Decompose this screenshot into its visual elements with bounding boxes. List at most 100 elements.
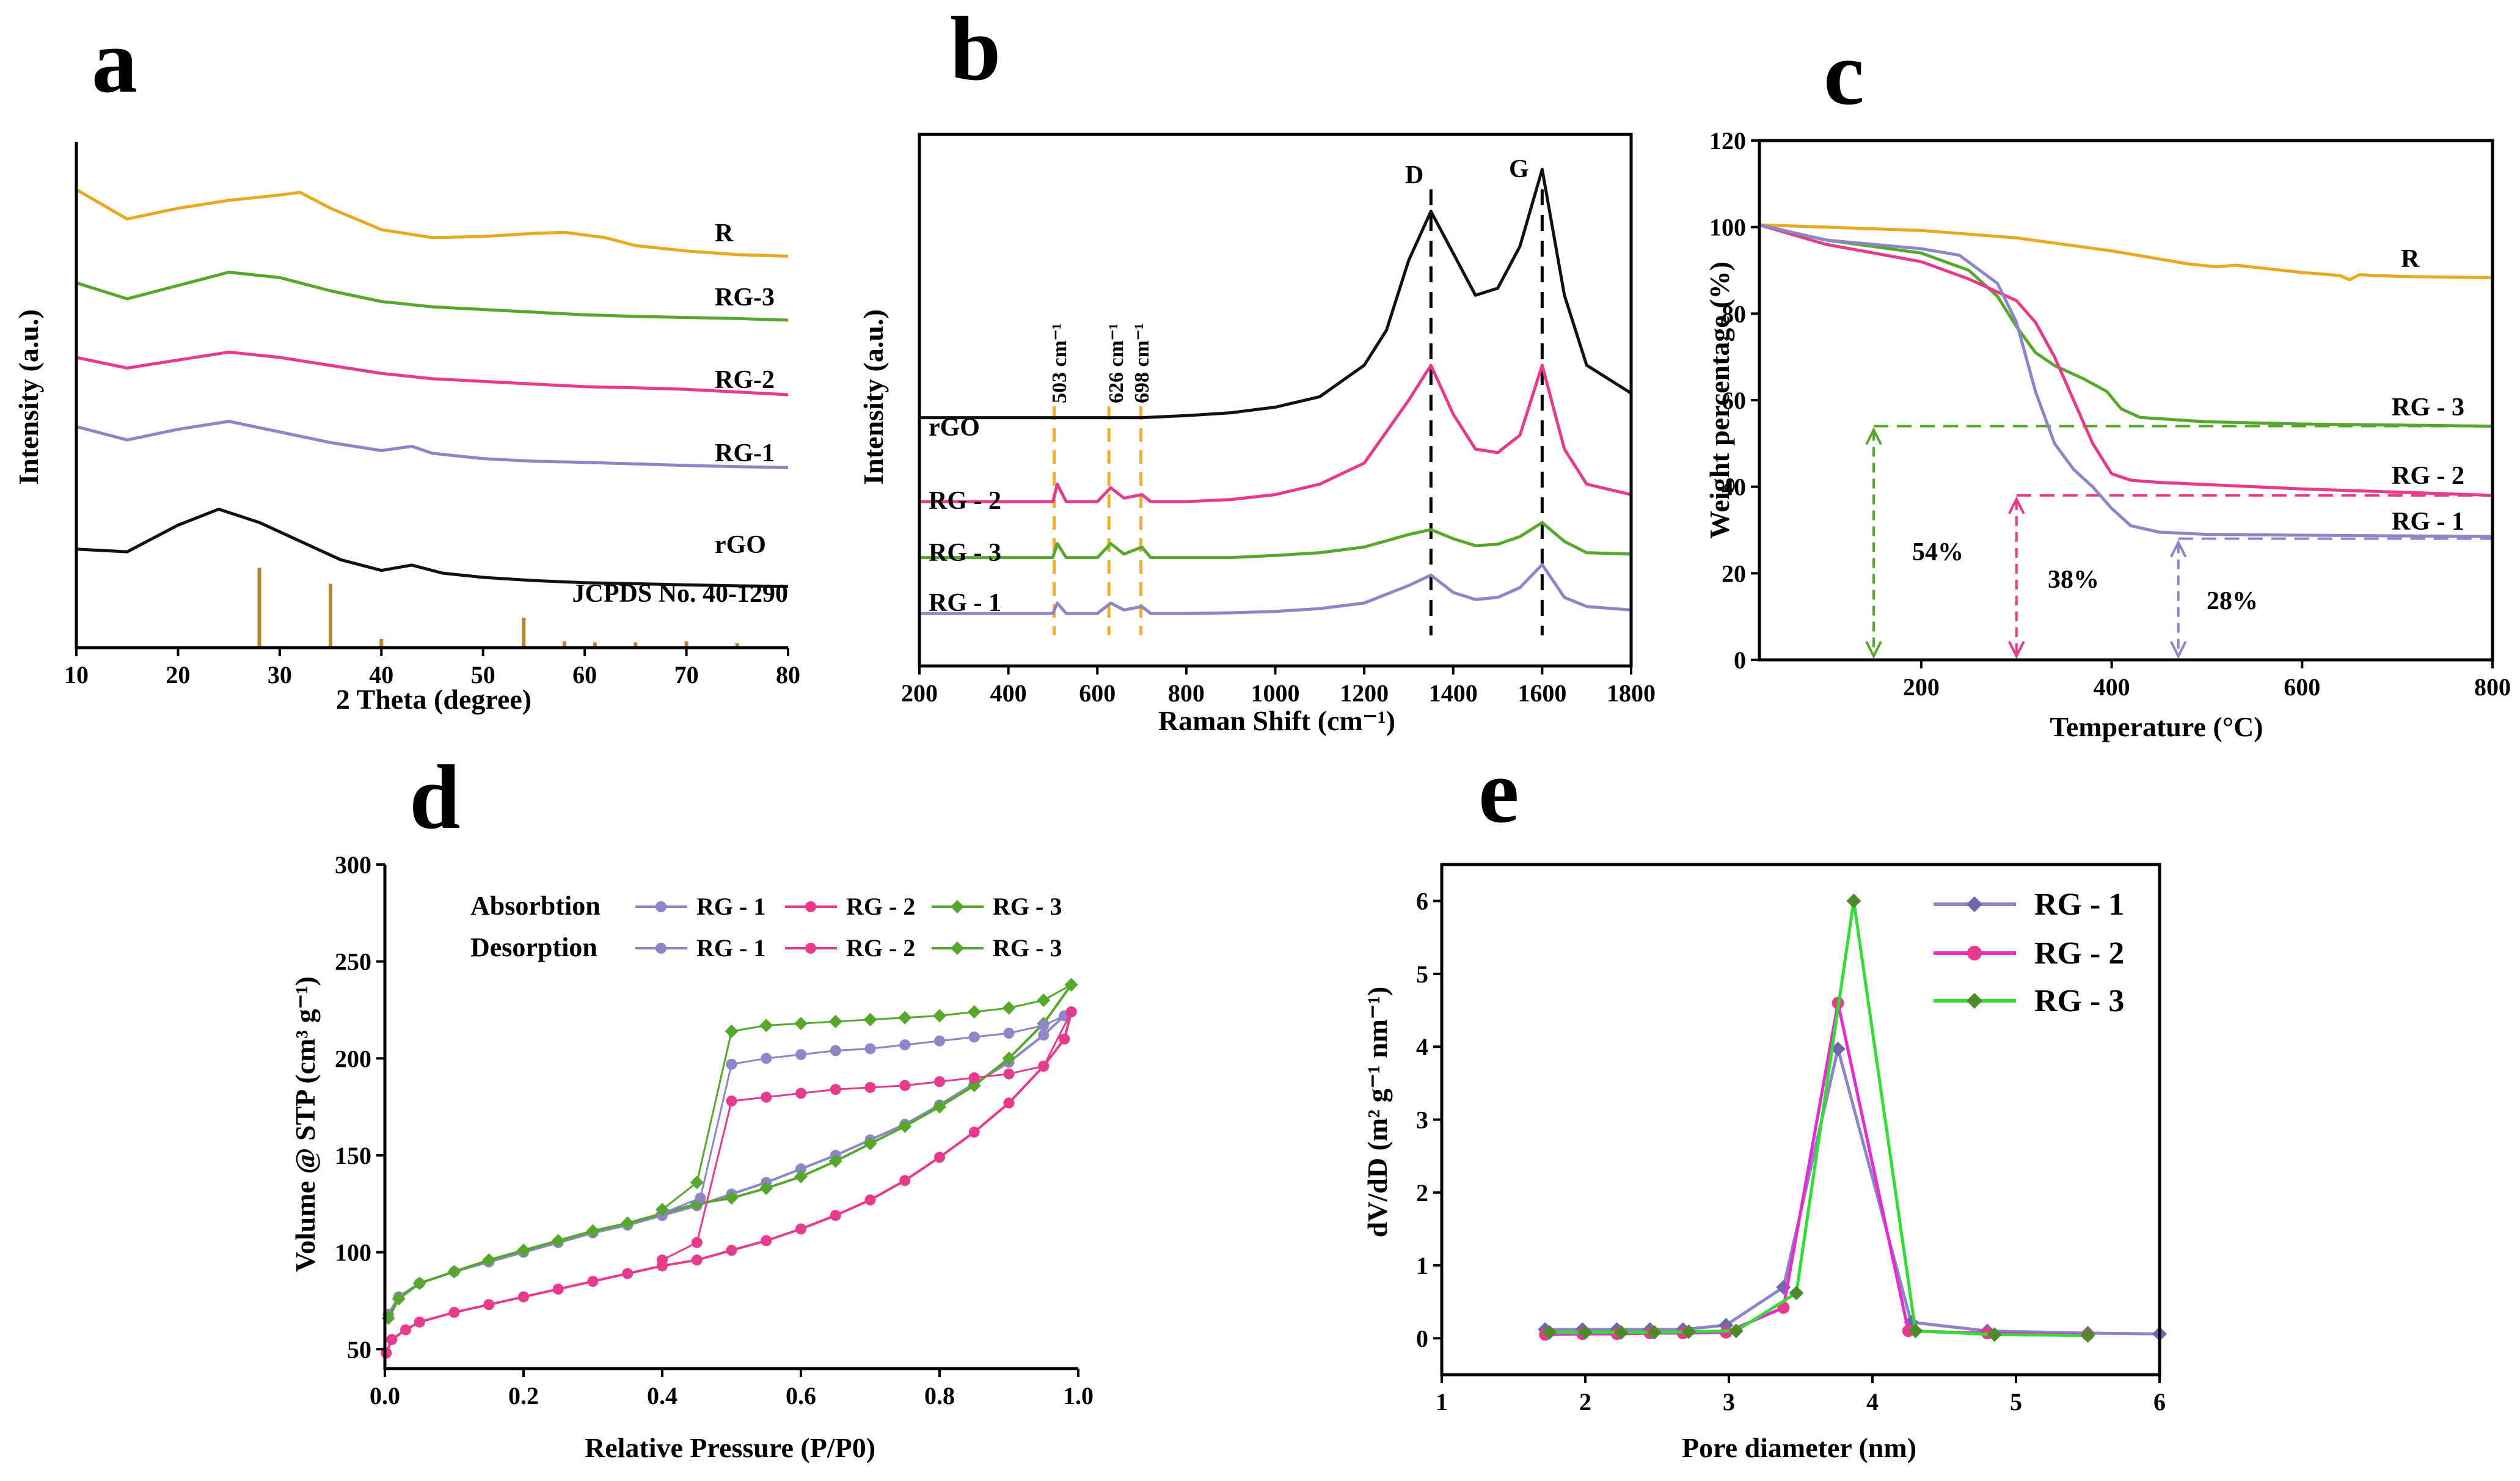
panel-b-label-rg1: RG - 1 — [929, 589, 1001, 617]
panel-e-y-ticks: 0 1 2 3 4 5 6 — [1416, 888, 1442, 1352]
panel-d-point-3-11 — [695, 1192, 706, 1204]
panel-e: e 1 2 3 4 5 6 0 1 2 3 4 5 6 Pore diameter (nm) dV/d… — [1362, 740, 2167, 1463]
panel-b-line-1 — [919, 364, 1632, 503]
a-xtick-label-0: 10 — [64, 661, 89, 689]
panel-d-point-2-4 — [482, 1253, 496, 1267]
panel-a-line-rg-3 — [76, 271, 789, 322]
panel-d-line-0 — [387, 1015, 1065, 1315]
panel-b: b 200 400 600 800 1000 1200 1400 1600 1800 Raman… — [858, 0, 1656, 736]
panel-c-arrow-down-2 — [2169, 641, 2187, 659]
panel-e-legend: RG - 1 RG - 2 RG - 3 — [1934, 887, 2124, 1018]
panel-d-point-1-22 — [1059, 1033, 1070, 1045]
panel-b-raman-lines — [1053, 406, 1143, 635]
panel-d-point-1-6 — [518, 1291, 529, 1303]
b-xtick-label-7: 1600 — [1517, 679, 1566, 707]
panel-d-point-5-0 — [1064, 978, 1078, 992]
c-ytick-label-0: 0 — [1734, 646, 1746, 674]
d-xtick-label-4: 0.8 — [924, 1382, 955, 1410]
d-leg-marker-0-1 — [656, 943, 667, 954]
e-ytick-label-0: 0 — [1416, 1325, 1428, 1352]
e-xtick-label-5: 6 — [2153, 1388, 2166, 1416]
e-ytick-label-6: 6 — [1416, 888, 1428, 915]
panel-d-point-5-8 — [794, 1017, 808, 1031]
panel-d: d 0.0 0.2 0.4 0.6 0.8 1.0 50 100 150 200 250 300 R… — [290, 747, 1094, 1463]
c-ytick-label-3: 60 — [1722, 387, 1746, 414]
panel-d-point-3-10 — [726, 1058, 737, 1070]
panel-c-label-rg2: RG - 2 — [2392, 462, 2464, 490]
panel-c-annot-28: 28% — [2207, 587, 2258, 615]
panel-c-label-rg3: RG - 3 — [2392, 393, 2464, 422]
panel-d-point-2-17 — [933, 1100, 946, 1114]
panel-d-line-1 — [385, 1011, 1073, 1354]
d-leg-abs-rg2-text: RG - 2 — [846, 893, 915, 920]
panel-c-arrow-down-1 — [2007, 641, 2025, 659]
panel-d-point-5-10 — [725, 1024, 739, 1038]
panel-e-point-2-9 — [1987, 1327, 2002, 1342]
panel-b-axes — [918, 133, 1633, 668]
panel-d-point-1-16 — [864, 1194, 876, 1205]
panel-e-point-2-4 — [1681, 1324, 1696, 1339]
panel-d-point-4-9 — [761, 1091, 772, 1103]
e-xtick-label-0: 1 — [1436, 1388, 1448, 1416]
panel-d-point-4-4 — [934, 1076, 945, 1088]
panel-d-point-2-15 — [863, 1136, 877, 1150]
panel-a-x-ticks: 10 20 30 40 50 60 70 80 — [64, 648, 800, 689]
panel-b-series — [919, 167, 1632, 615]
panel-d-point-2-19 — [1002, 1051, 1016, 1066]
panel-d-point-1-2 — [400, 1324, 412, 1336]
panel-d-point-2-1 — [392, 1292, 406, 1306]
panel-d-point-5-5 — [898, 1011, 912, 1025]
panel-b-raman-503: 503 cm⁻¹ — [1048, 323, 1071, 403]
panel-d-point-4-10 — [726, 1095, 737, 1107]
panel-d-point-4-0 — [1065, 1006, 1077, 1018]
panel-e-x-ticks: 1 2 3 4 5 6 — [1436, 1375, 2166, 1416]
d-ytick-label-5: 300 — [335, 851, 371, 879]
panel-d-point-1-1 — [386, 1334, 398, 1345]
panel-b-band-lines — [1429, 189, 1544, 635]
panel-c-letter: c — [1824, 23, 1864, 124]
panel-c-x-label: Temperature (°C) — [2050, 711, 2263, 742]
panel-d-point-5-2 — [1002, 1001, 1016, 1015]
panel-d-point-3-6 — [864, 1043, 876, 1055]
panel-d-point-1-15 — [830, 1210, 841, 1221]
panel-d-point-2-11 — [725, 1191, 739, 1205]
panel-d-point-3-3 — [968, 1031, 980, 1043]
d-leg-marker-1-0 — [805, 901, 816, 912]
panel-d-legend: RG - 1 RG - 2 RG - 3 RG - 1 RG - 2 RG - … — [635, 893, 1062, 962]
panel-d-point-2-7 — [586, 1224, 600, 1238]
panel-e-y-label: dV/dD (m² g⁻¹ nm⁻¹) — [1362, 987, 1393, 1238]
panel-d-point-1-11 — [691, 1254, 703, 1266]
panel-b-label-rg3: RG - 3 — [929, 539, 1001, 567]
e-leg-marker-0 — [1967, 896, 1982, 912]
panel-d-point-4-7 — [830, 1084, 841, 1095]
panel-a-line-r — [75, 188, 789, 258]
panel-d-point-1-14 — [795, 1223, 806, 1235]
e-ytick-label-4: 4 — [1416, 1033, 1428, 1061]
panel-b-x-ticks: 200 400 600 800 1000 1200 1400 1600 1800 — [901, 666, 1656, 707]
panel-d-line-3 — [662, 1015, 1065, 1215]
panel-d-point-1-17 — [899, 1175, 911, 1187]
e-ytick-label-2: 2 — [1416, 1179, 1428, 1207]
b-xtick-label-5: 1200 — [1340, 679, 1389, 707]
panel-d-point-2-13 — [794, 1169, 808, 1183]
panel-d-point-0-20 — [1038, 1029, 1050, 1041]
panel-d-legend-desorption: Desorption — [470, 932, 597, 962]
panel-a-label-rg1: RG-1 — [715, 439, 775, 467]
c-ytick-label-2: 40 — [1722, 474, 1746, 501]
panel-d-point-1-19 — [968, 1126, 980, 1138]
panel-b-letter: b — [950, 0, 1001, 100]
panel-d-letter: d — [409, 747, 460, 848]
b-xtick-label-2: 600 — [1079, 679, 1116, 707]
panel-a-label-rg2: RG-2 — [715, 366, 775, 394]
a-xtick-label-2: 30 — [268, 661, 292, 689]
panel-d-y-label: Volume @ STP (cm³ g⁻¹) — [290, 976, 321, 1272]
a-xtick-label-6: 70 — [674, 661, 699, 689]
d-leg-abs-rg3-text: RG - 3 — [993, 893, 1062, 920]
panel-c-y-ticks: 0 20 40 60 80 100 120 — [1709, 127, 1759, 674]
e-xtick-label-1: 2 — [1579, 1388, 1591, 1416]
d-xtick-label-5: 1.0 — [1063, 1382, 1094, 1410]
panel-d-point-1-18 — [934, 1152, 945, 1163]
panel-a: a 10 20 30 40 50 60 70 80 2 Theta (degree) Inte… — [13, 10, 800, 715]
panel-d-series — [381, 978, 1078, 1359]
